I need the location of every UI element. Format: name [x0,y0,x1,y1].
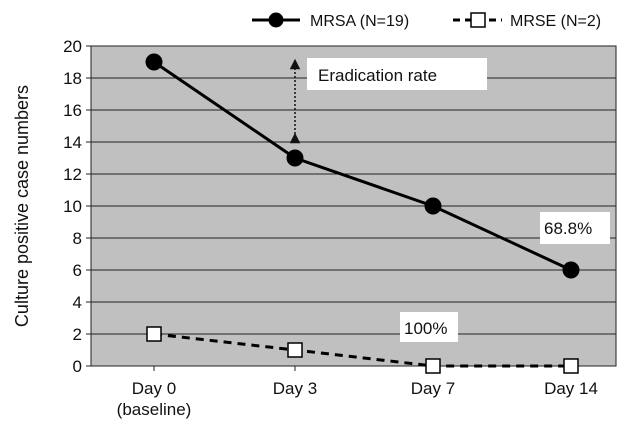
data-point-0 [286,149,304,167]
x-tick-label: Day 3 [273,379,317,398]
legend-mrse-label: MRSE (N=2) [510,13,601,30]
legend-mrsa-marker [268,12,284,28]
y-tick-label: 20 [63,37,82,56]
x-tick-sublabel: (baseline) [117,400,192,419]
x-tick-label: Day 0 [132,379,176,398]
data-point-1 [425,358,441,374]
y-tick-label: 12 [63,165,82,184]
data-point-0 [562,261,580,279]
x-tick-label: Day 14 [544,379,598,398]
x-tick-label: Day 7 [411,379,455,398]
y-tick-label: 8 [73,229,82,248]
y-tick-label: 16 [63,101,82,120]
legend-mrsa-label: MRSA (N=19) [310,13,409,30]
data-point-0 [145,53,163,71]
mrse-rate-label: 100% [404,319,447,338]
series-line-0 [153,60,572,272]
y-tick-label: 2 [73,325,82,344]
legend: MRSA (N=19) MRSE (N=2) [252,12,601,30]
y-tick-label: 14 [63,133,82,152]
eradication-label-box [307,58,487,90]
y-tick-label: 18 [63,69,82,88]
y-tick-label: 4 [73,293,82,312]
y-tick-label: 10 [63,197,82,216]
data-point-1 [287,342,303,358]
series-group [145,53,580,374]
series-line-1 [153,332,571,368]
data-point-1 [146,326,162,342]
data-point-1 [563,358,579,374]
y-tick-label: 0 [73,357,82,376]
mrsa-rate-label: 68.8% [544,219,592,238]
legend-mrse-marker [470,12,486,28]
data-point-0 [424,197,442,215]
x-axis-ticks: Day 0 (baseline) Day 3 Day 7 Day 14 [117,366,598,419]
y-axis-ticks: 0 2 4 6 8 10 12 14 16 18 20 [63,37,91,376]
eradication-label: Eradication rate [318,66,437,85]
mrse-rate-box [400,312,458,342]
y-axis-title: Culture positive case numbers [12,85,32,327]
y-tick-label: 6 [73,261,82,280]
mrsa-rate-box [540,212,610,244]
